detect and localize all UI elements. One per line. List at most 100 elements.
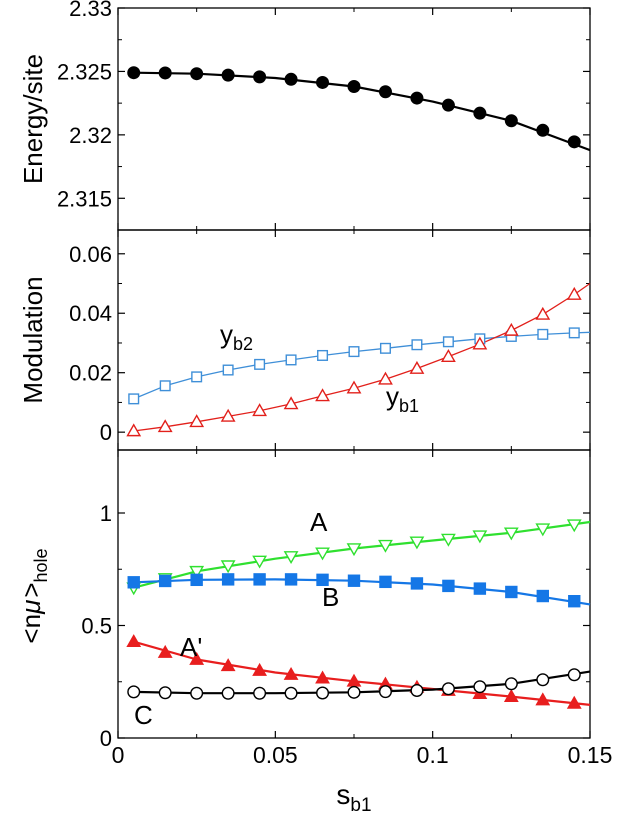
y-tick-label: 2.33 <box>69 0 112 21</box>
data-point <box>379 342 391 354</box>
data-point <box>440 349 456 362</box>
data-point <box>221 686 235 700</box>
data-point <box>503 527 519 541</box>
data-point <box>159 380 171 392</box>
data-point <box>568 327 580 339</box>
data-point <box>504 677 518 691</box>
data-point <box>378 85 392 99</box>
markers-layer <box>126 66 582 709</box>
series-label-yb2: yb2 <box>220 319 253 354</box>
bottom-y-axis-title: <nμ >hole <box>16 548 51 643</box>
middle-panel-frame <box>117 229 591 451</box>
data-point <box>285 354 297 366</box>
data-point <box>346 543 362 557</box>
series-label-yb2-subscript: b2 <box>233 334 253 354</box>
data-point <box>317 349 329 361</box>
data-point <box>220 560 236 574</box>
y-tick-label: 2.32 <box>69 123 112 148</box>
data-point <box>442 336 454 348</box>
data-point <box>127 576 140 589</box>
data-point <box>157 644 173 658</box>
data-point <box>566 695 582 709</box>
data-point <box>190 67 204 81</box>
data-point <box>536 673 550 687</box>
data-point <box>567 135 581 149</box>
series-label-b: B <box>322 582 339 612</box>
data-point <box>222 364 234 376</box>
y-tick-label: 0.5 <box>81 614 112 639</box>
data-point <box>567 668 581 682</box>
data-point <box>378 539 393 553</box>
data-point <box>411 339 423 351</box>
data-point <box>410 91 424 105</box>
data-point <box>284 72 298 86</box>
data-point <box>190 573 203 587</box>
data-point <box>127 685 141 699</box>
data-point <box>315 388 330 402</box>
data-point <box>126 423 142 437</box>
x-axis-title-main: s <box>336 779 350 810</box>
bottom-y-axis-title-suffix: > <box>16 582 46 597</box>
data-point <box>315 670 330 684</box>
x-axis-title: sb1 <box>336 779 371 816</box>
data-point <box>473 582 487 595</box>
data-point <box>126 634 142 648</box>
data-point <box>441 98 455 112</box>
data-point <box>283 396 299 410</box>
data-point <box>535 692 551 706</box>
data-point <box>283 551 299 565</box>
series-label-a: A <box>310 507 328 537</box>
data-point <box>347 80 361 94</box>
top-panel-frame <box>117 7 591 231</box>
data-point <box>316 686 330 700</box>
data-point <box>410 684 424 698</box>
x-axis-title-subscript: b1 <box>350 795 371 816</box>
data-point <box>566 519 582 533</box>
data-point <box>348 346 360 358</box>
data-point <box>253 70 267 84</box>
bottom-y-axis-title-prefix: <n <box>16 614 46 644</box>
y-tick-label: 0.04 <box>69 301 112 326</box>
data-point <box>284 686 298 700</box>
data-point <box>472 336 488 350</box>
data-point <box>190 686 204 700</box>
data-point <box>473 106 487 120</box>
data-point <box>252 403 268 417</box>
y-tick-label: 0 <box>100 726 112 751</box>
data-point <box>503 688 519 702</box>
data-point <box>220 658 236 672</box>
data-point <box>503 322 519 336</box>
series-label-yb2-main: y <box>220 319 233 349</box>
data-point <box>158 574 172 588</box>
data-point <box>537 328 549 340</box>
data-point <box>536 589 549 603</box>
data-point <box>379 575 392 589</box>
top-y-axis-title: Energy/site <box>18 54 48 184</box>
y-tick-label: 1 <box>100 501 112 526</box>
data-point <box>535 306 551 320</box>
data-point <box>347 685 361 699</box>
data-point <box>253 686 267 700</box>
data-point <box>252 662 268 676</box>
data-point <box>409 360 425 374</box>
data-point <box>283 666 299 680</box>
data-point <box>221 68 235 82</box>
x-tick-label: 0.15 <box>568 742 613 768</box>
data-point <box>220 408 236 422</box>
data-point <box>410 577 424 590</box>
series-label-yb1-subscript: b1 <box>399 396 419 416</box>
y-tick-label: 0 <box>100 420 112 445</box>
data-point <box>441 682 455 696</box>
data-point <box>316 573 329 587</box>
series-label-yb1-main: y <box>386 381 399 411</box>
middle-y-axis-title: Modulation <box>18 276 48 403</box>
data-point <box>189 414 205 428</box>
data-point <box>568 595 581 608</box>
bottom-y-axis-title-greek: μ <box>16 600 46 615</box>
data-point <box>378 371 393 385</box>
x-tick-label: 0 <box>112 742 125 768</box>
data-point <box>253 573 266 586</box>
y-tick-label: 2.325 <box>57 59 112 84</box>
curves-layer <box>133 71 591 706</box>
